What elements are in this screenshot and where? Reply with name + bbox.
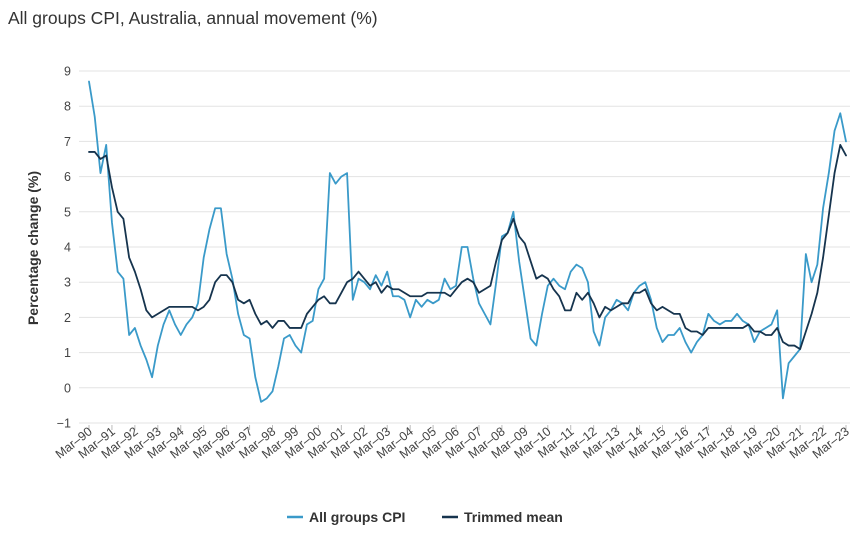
gridlines [79, 70, 850, 424]
y-tick-label: 3 [64, 276, 71, 290]
legend-label-trimmed-mean: Trimmed mean [464, 509, 563, 525]
y-tick-label: 2 [64, 311, 71, 325]
y-tick-label: 6 [64, 170, 71, 184]
y-axis-title: Percentage change (%) [25, 171, 41, 325]
y-tick-label: −1 [57, 417, 71, 431]
y-axis-ticks: −1 0 1 2 3 4 5 6 7 8 9 [57, 65, 71, 431]
y-tick-label: 7 [64, 135, 71, 149]
y-tick-label: 9 [64, 65, 71, 79]
legend-item-cpi[interactable]: All groups CPI [287, 509, 405, 525]
y-tick-label: 1 [64, 346, 71, 360]
series-layer [88, 80, 847, 403]
y-tick-label: 8 [64, 100, 71, 114]
y-tick-label: 0 [64, 381, 71, 395]
legend: All groups CPI Trimmed mean [287, 509, 563, 525]
y-tick-label: 4 [64, 241, 71, 255]
x-axis-ticks: Mar–90Mar–91Mar–92Mar–93Mar–94Mar–95Mar–… [53, 424, 852, 461]
chart-title: All groups CPI, Australia, annual moveme… [8, 8, 378, 28]
legend-label-cpi: All groups CPI [309, 509, 405, 525]
series-line-trimmed-mean[interactable] [88, 144, 847, 350]
legend-item-trimmed-mean[interactable]: Trimmed mean [442, 509, 563, 525]
y-tick-label: 5 [64, 205, 71, 219]
series-line-all-groups-cpi[interactable] [88, 80, 847, 403]
